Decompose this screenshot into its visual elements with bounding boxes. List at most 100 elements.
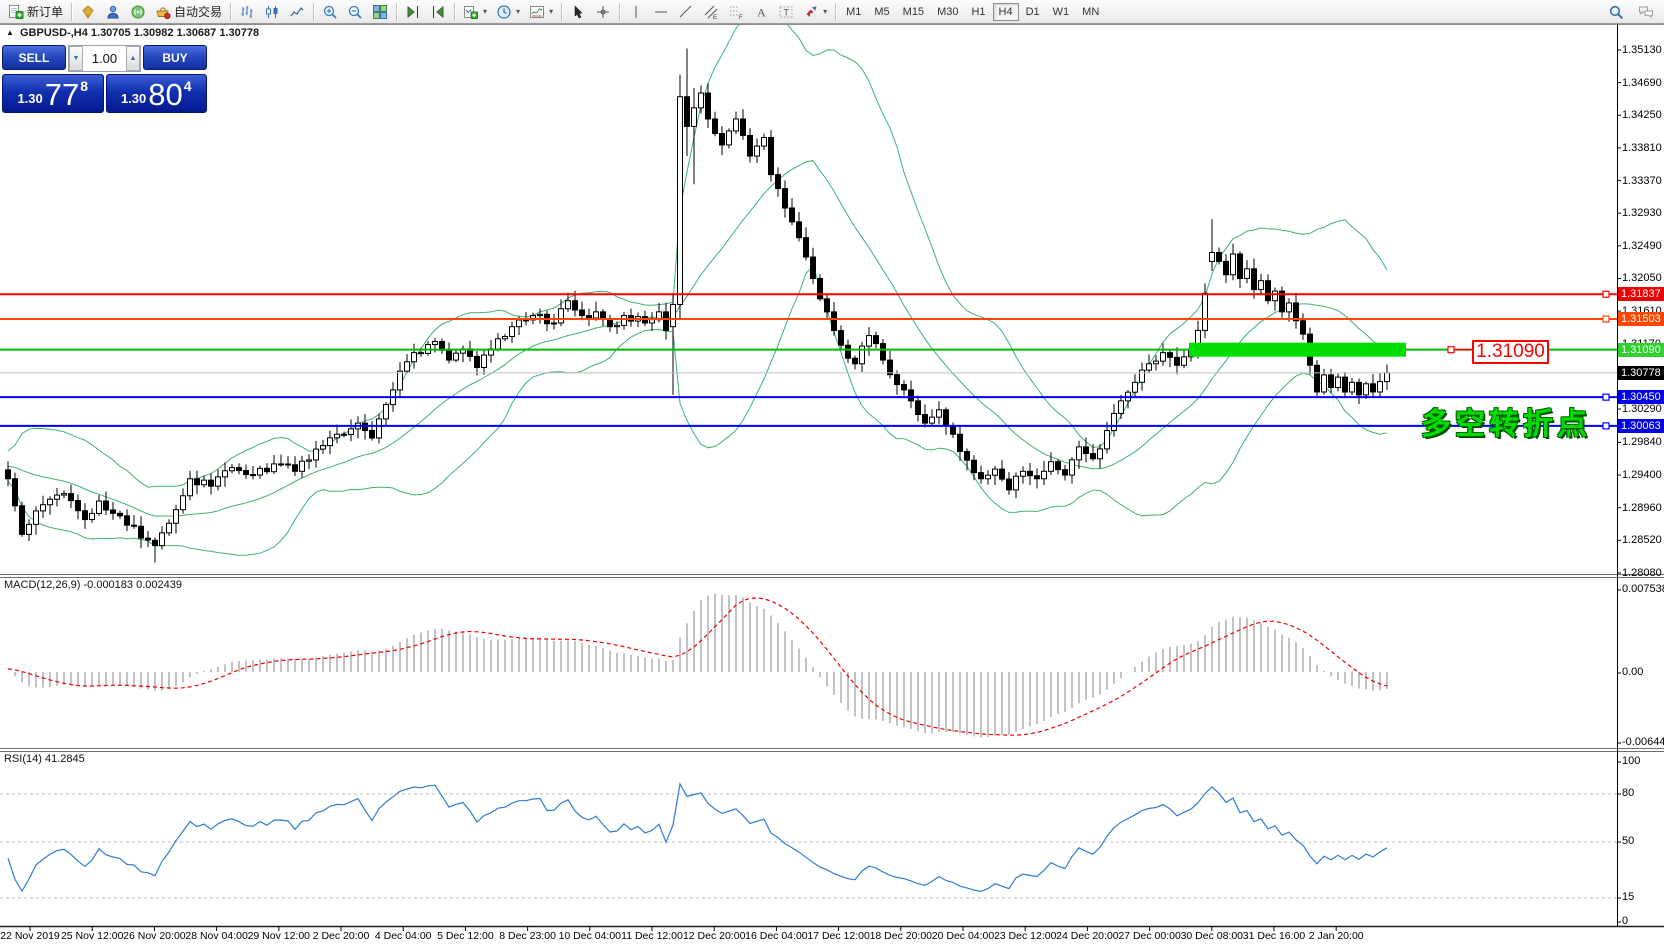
- buy-price-pip: 4: [183, 78, 192, 94]
- line-chart-icon: [290, 6, 304, 16]
- time-axis-label: 24 Dec 20:00: [1056, 930, 1119, 942]
- volume-input[interactable]: [83, 46, 126, 71]
- time-axis-label: 27 Dec 00:00: [1118, 930, 1181, 942]
- zoom-in-icon: [323, 5, 337, 19]
- chart-title: ▲ GBPUSD-,H4 1.30705 1.30982 1.30687 1.3…: [6, 27, 259, 39]
- indicators-button[interactable]: ▾: [525, 2, 557, 22]
- trendline-button[interactable]: [674, 2, 698, 22]
- chart-symbol-period: GBPUSD-,H4: [19, 27, 88, 39]
- axis-price-label: 1.30063: [1618, 418, 1664, 433]
- axis-price-label: 1.31090: [1618, 342, 1664, 357]
- text-label-button[interactable]: T: [774, 2, 798, 22]
- sell-price-box[interactable]: 1.30 77 8: [2, 74, 104, 113]
- periods-button[interactable]: ▾: [492, 2, 524, 22]
- chart-shift-button[interactable]: [401, 2, 425, 22]
- macd-axis-label: 0.00: [1622, 666, 1644, 678]
- timeframe-h4-button[interactable]: H4: [992, 2, 1019, 21]
- search-button[interactable]: [1604, 2, 1628, 22]
- price-tick-label: 1.34250: [1622, 109, 1662, 122]
- zoom-out-button[interactable]: [343, 2, 367, 22]
- signals-button[interactable]: [126, 2, 150, 22]
- sell-price-pip: 8: [80, 78, 89, 94]
- bull-bear-turning-point-note[interactable]: 多空转折点: [1421, 408, 1591, 441]
- bar-chart-button[interactable]: [235, 2, 259, 22]
- timeframe-m1-button[interactable]: M1: [840, 3, 867, 21]
- new-chart-button[interactable]: ▾: [459, 2, 491, 22]
- price-tick-label: 1.28520: [1622, 534, 1662, 547]
- svg-text:T: T: [784, 7, 790, 17]
- toolbar-separator: [71, 2, 73, 21]
- cursor-icon: [574, 4, 583, 18]
- tile-windows-button[interactable]: [368, 2, 392, 22]
- time-axis-label: 26 Nov 20:00: [123, 930, 186, 942]
- dropdown-arrow-icon: ▾: [823, 7, 828, 16]
- rsi-label: RSI(14) 41.2845: [4, 753, 85, 765]
- community-chat-button[interactable]: [1634, 2, 1658, 22]
- price-tick-label: 1.33370: [1622, 174, 1662, 187]
- time-axis-label: 8 Dec 23:00: [499, 930, 556, 942]
- volume-decrease-button[interactable]: ▼: [69, 46, 83, 71]
- arrows-button[interactable]: ▾: [799, 2, 831, 22]
- autotrade-button[interactable]: 自动交易: [151, 2, 226, 22]
- buy-price-main: 80: [148, 77, 183, 112]
- axis-price-label: 1.31503: [1618, 312, 1664, 327]
- vertical-line-button[interactable]: [624, 2, 648, 22]
- timeframe-m15-button[interactable]: M15: [897, 3, 930, 21]
- market-watch-button[interactable]: [76, 2, 100, 22]
- timeframe-mn-button[interactable]: MN: [1076, 3, 1105, 21]
- timeframe-m5-button[interactable]: M5: [868, 3, 895, 21]
- price-tick-label: 1.35130: [1622, 44, 1662, 56]
- label-icon: T: [779, 6, 793, 17]
- rsi-axis-label: 50: [1622, 835, 1635, 847]
- fibonacci-button[interactable]: F: [724, 2, 748, 22]
- chart-autoscroll-button[interactable]: [426, 2, 450, 22]
- main-toolbar: 新订单 自动交易 ▾ ▾ ▾ E F A T ▾ M1 M5 M15 M30 H1 H4 D1 W1 MN: [0, 0, 1664, 24]
- new-order-button-label: 新订单: [27, 5, 64, 19]
- profile-button[interactable]: [101, 2, 125, 22]
- price-tick-label: 1.30290: [1622, 403, 1662, 416]
- bar-chart-icon: [241, 5, 253, 18]
- price-tick-label: 1.28080: [1622, 566, 1662, 579]
- price-tick-label: 1.33810: [1622, 141, 1662, 154]
- cursor-button[interactable]: [566, 2, 590, 22]
- tile-windows-icon: [373, 4, 388, 19]
- dropdown-arrow-icon: ▾: [483, 7, 488, 16]
- dropdown-arrow-icon: ▾: [549, 7, 554, 16]
- equidistant-channel-button[interactable]: E: [699, 2, 723, 22]
- sell-button[interactable]: SELL: [2, 45, 66, 70]
- rsi-axis-label: 15: [1622, 891, 1635, 903]
- toolbar-separator: [454, 2, 456, 21]
- crosshair-button[interactable]: [591, 2, 615, 22]
- time-axis-label: 12 Dec 20:00: [682, 930, 746, 942]
- crosshair-icon: [597, 5, 610, 18]
- time-axis-label: 20 Dec 04:00: [931, 930, 995, 942]
- candle-chart-button[interactable]: [260, 2, 284, 22]
- price-tick-label: 1.29840: [1622, 436, 1662, 449]
- line-chart-button[interactable]: [285, 2, 309, 22]
- buy-price-prefix: 1.30: [120, 91, 147, 106]
- new-order-button[interactable]: 新订单: [4, 2, 67, 22]
- buy-button[interactable]: BUY: [143, 45, 207, 70]
- volume-control: ▼ ▲: [68, 45, 141, 72]
- timeframe-w1-button[interactable]: W1: [1047, 3, 1076, 21]
- price-tick-label: 1.32050: [1622, 272, 1662, 285]
- horizontal-line-button[interactable]: [649, 2, 673, 22]
- chat-icon: [1639, 6, 1653, 18]
- hline-icon: [655, 11, 668, 12]
- axis-price-label: 1.30778: [1618, 365, 1664, 380]
- timeframe-h1-button[interactable]: H1: [965, 3, 991, 21]
- timeframe-d1-button[interactable]: D1: [1020, 3, 1046, 21]
- new-chart-icon: [464, 5, 479, 19]
- timeframe-m30-button[interactable]: M30: [931, 3, 964, 21]
- buy-price-box[interactable]: 1.30 80 4: [105, 74, 207, 113]
- toolbar-separator: [230, 2, 232, 21]
- zoom-in-button[interactable]: [318, 2, 342, 22]
- volume-increase-button[interactable]: ▲: [126, 46, 140, 71]
- price-callout-label[interactable]: 1.31090: [1472, 340, 1549, 364]
- fibo-icon: F: [730, 6, 743, 20]
- text-button[interactable]: A: [749, 2, 773, 22]
- collapse-panel-arrow-icon[interactable]: ▲: [6, 28, 14, 37]
- svg-text:A: A: [757, 5, 766, 19]
